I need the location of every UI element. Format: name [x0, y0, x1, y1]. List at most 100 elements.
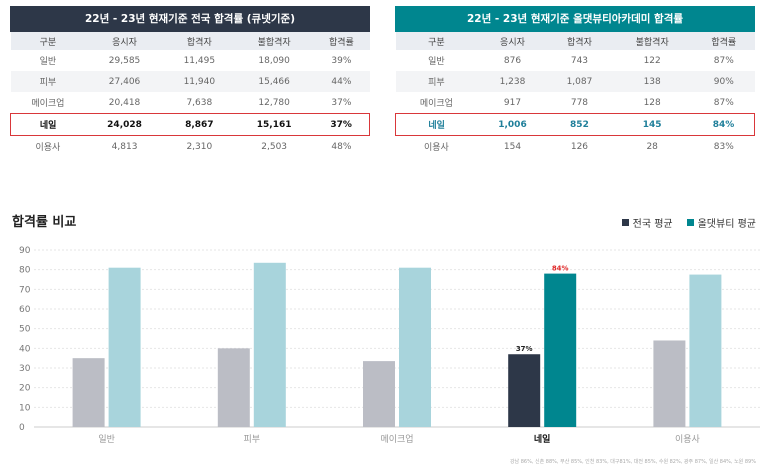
- academy-table-cell: 일반: [395, 50, 478, 71]
- academy-table-row: 네일 1,006 852 145 84%: [395, 113, 756, 136]
- academy-table-cell: 90%: [693, 71, 755, 92]
- academy-pass-rate-table: 22년 - 23년 현재기준 올댓뷰티아카데미 합격률 구분 응시자 합격자 불합격자…: [395, 6, 756, 157]
- academy-table-cell: 145: [611, 113, 694, 136]
- academy-table-row: 일반 876 743 122 87%: [395, 50, 755, 71]
- national-pass-rate-table: 22년 - 23년 현재기준 전국 합격률 (큐넷기준) 구분 응시자 합격자 불합격…: [10, 6, 371, 157]
- academy-table-header-cell: 불합격자: [611, 32, 694, 50]
- academy-table-cell: 126: [547, 135, 612, 157]
- academy-table-header-cell: 응시자: [477, 32, 548, 50]
- academy-table-cell: 이용사: [395, 135, 478, 157]
- national-table-header-cell: 합격률: [313, 32, 370, 50]
- x-tick-label: 메이크업: [380, 434, 413, 445]
- y-tick-label: 60: [19, 305, 31, 315]
- national-table-cell: 11,940: [163, 71, 235, 92]
- national-table-header-cell: 합격자: [163, 32, 235, 50]
- national-table-cell: 일반: [10, 50, 86, 71]
- x-tick-label: 피부: [244, 434, 261, 445]
- y-tick-label: 50: [19, 325, 31, 335]
- bar-national: [508, 354, 541, 427]
- x-tick-label: 이용사: [675, 434, 701, 445]
- academy-table-cell: 876: [477, 50, 548, 71]
- y-tick-label: 90: [19, 246, 31, 256]
- national-table-header-row: 구분 응시자 합격자 불합격자 합격률: [10, 32, 370, 50]
- academy-table-cell: 154: [477, 135, 548, 157]
- national-table-cell: 37%: [313, 113, 371, 136]
- bar-academy: [108, 267, 141, 427]
- x-tick-label: 일반: [98, 434, 115, 445]
- academy-table-cell: 피부: [395, 71, 478, 92]
- national-table-cell: 27,406: [85, 71, 164, 92]
- y-tick-label: 20: [19, 384, 31, 394]
- national-table-cell: 2,503: [234, 135, 314, 157]
- national-table-cell: 24,028: [85, 113, 164, 136]
- academy-table-cell: 778: [547, 92, 612, 114]
- pass-rate-bar-chart: 0 10 20 30 40 50 60 70 80 90 일반 피부 메이크업 37% 84% 네일 이용사: [19, 246, 760, 445]
- academy-table-header-cell: 합격률: [693, 32, 755, 50]
- academy-table-cell: 917: [477, 92, 548, 114]
- academy-table-cell: 84%: [693, 113, 756, 136]
- academy-table-title: 22년 - 23년 현재기준 올댓뷰티아카데미 합격률: [395, 6, 755, 32]
- academy-table-header-cell: 합격자: [547, 32, 612, 50]
- national-table-row: 일반 29,585 11,495 18,090 39%: [10, 50, 370, 71]
- legend-label-national: 전국 평균: [632, 219, 673, 230]
- national-table-body: 일반 29,585 11,495 18,090 39% 피부 27,406 11,940 15,…: [10, 50, 371, 157]
- national-table-cell: 11,495: [163, 50, 235, 71]
- national-table-cell: 피부: [10, 71, 86, 92]
- national-table-cell: 15,466: [234, 71, 314, 92]
- bar-national: [217, 348, 250, 427]
- national-table-row: 이용사 4,813 2,310 2,503 48%: [10, 135, 370, 157]
- national-table-header-cell: 응시자: [85, 32, 164, 50]
- bar-national: [653, 340, 686, 427]
- national-table-row: 피부 27,406 11,940 15,466 44%: [10, 71, 370, 92]
- chart-legend: 전국 평균 올댓뷰티 평균: [621, 215, 756, 230]
- academy-table-cell: 743: [547, 50, 612, 71]
- academy-table-body: 일반 876 743 122 87% 피부 1,238 1,087 138 90% 메이크업 917 7…: [395, 50, 756, 157]
- academy-table-header-cell: 구분: [395, 32, 478, 50]
- academy-table-cell: 28: [611, 135, 694, 157]
- academy-table-row: 메이크업 917 778 128 87%: [395, 92, 755, 114]
- academy-table-cell: 83%: [693, 135, 755, 157]
- national-table-cell: 메이크업: [10, 92, 86, 114]
- academy-table-cell: 87%: [693, 92, 755, 114]
- academy-table-cell: 네일: [395, 113, 478, 136]
- bar-academy: [399, 267, 431, 427]
- national-table-cell: 15,161: [234, 113, 314, 136]
- academy-table-row: 피부 1,238 1,087 138 90%: [395, 71, 755, 92]
- data-label: 84%: [552, 265, 569, 273]
- academy-table-cell: 1,006: [477, 113, 548, 136]
- national-table-cell: 네일: [10, 113, 86, 136]
- academy-table-cell: 138: [611, 71, 694, 92]
- data-label: 37%: [516, 345, 533, 353]
- y-tick-label: 70: [19, 285, 31, 295]
- chart-title: 합격률 비교: [12, 215, 77, 230]
- legend-swatch-academy: [686, 219, 694, 226]
- bar-national: [363, 361, 395, 427]
- national-table-cell: 12,780: [234, 92, 314, 114]
- bar-academy: [689, 274, 722, 427]
- y-tick-label: 40: [19, 344, 31, 354]
- bar-national: [72, 358, 105, 427]
- legend-label-academy: 올댓뷰티 평균: [697, 219, 756, 230]
- academy-table-header-row: 구분 응시자 합격자 불합격자 합격률: [395, 32, 755, 50]
- national-table-cell: 2,310: [163, 135, 235, 157]
- national-table-cell: 20,418: [85, 92, 164, 114]
- legend-swatch-national: [621, 219, 629, 226]
- academy-table-cell: 852: [547, 113, 612, 136]
- academy-table-cell: 메이크업: [395, 92, 478, 114]
- national-table-cell: 18,090: [234, 50, 314, 71]
- national-table-title: 22년 - 23년 현재기준 전국 합격률 (큐넷기준): [10, 6, 370, 32]
- x-tick-label: 네일: [534, 433, 551, 445]
- national-table-cell: 44%: [313, 71, 370, 92]
- national-table-header-cell: 불합격자: [234, 32, 314, 50]
- national-table-cell: 37%: [313, 92, 370, 114]
- y-tick-label: 80: [19, 266, 31, 276]
- chart-footnote: 강남 86%, 신촌 88%, 부산 85%, 인천 83%, 대구81%, 대…: [509, 459, 756, 465]
- national-table-row: 메이크업 20,418 7,638 12,780 37%: [10, 92, 370, 114]
- national-table-cell: 48%: [313, 135, 370, 157]
- national-table-cell: 8,867: [163, 113, 235, 136]
- national-table-header-cell: 구분: [10, 32, 86, 50]
- national-table-cell: 7,638: [163, 92, 235, 114]
- academy-table-cell: 1,238: [477, 71, 548, 92]
- y-tick-label: 10: [19, 403, 31, 413]
- bar-academy: [253, 262, 286, 427]
